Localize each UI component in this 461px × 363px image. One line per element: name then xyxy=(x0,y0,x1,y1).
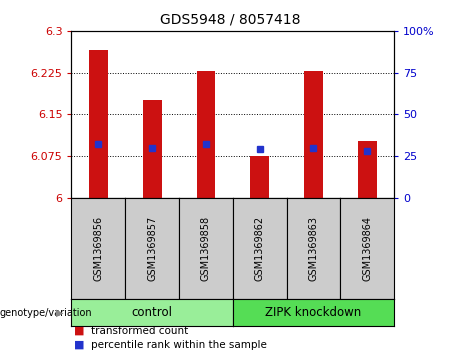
Text: ■: ■ xyxy=(74,326,84,336)
Bar xyxy=(143,101,161,198)
Text: GSM1369856: GSM1369856 xyxy=(93,216,103,281)
Text: ZIPK knockdown: ZIPK knockdown xyxy=(266,306,361,319)
Text: control: control xyxy=(132,306,172,319)
Bar xyxy=(250,156,269,198)
Text: ■: ■ xyxy=(74,340,84,350)
Text: GDS5948 / 8057418: GDS5948 / 8057418 xyxy=(160,13,301,27)
Bar xyxy=(89,50,108,198)
Text: genotype/variation: genotype/variation xyxy=(0,307,93,318)
Text: ▶: ▶ xyxy=(56,307,64,318)
Text: GSM1369857: GSM1369857 xyxy=(147,216,157,281)
Bar xyxy=(358,140,377,198)
Bar xyxy=(196,71,215,198)
Bar xyxy=(304,71,323,198)
Text: GSM1369862: GSM1369862 xyxy=(254,216,265,281)
Text: transformed count: transformed count xyxy=(91,326,189,336)
Text: GSM1369858: GSM1369858 xyxy=(201,216,211,281)
Text: percentile rank within the sample: percentile rank within the sample xyxy=(91,340,267,350)
Text: GSM1369863: GSM1369863 xyxy=(308,216,319,281)
Text: GSM1369864: GSM1369864 xyxy=(362,216,372,281)
